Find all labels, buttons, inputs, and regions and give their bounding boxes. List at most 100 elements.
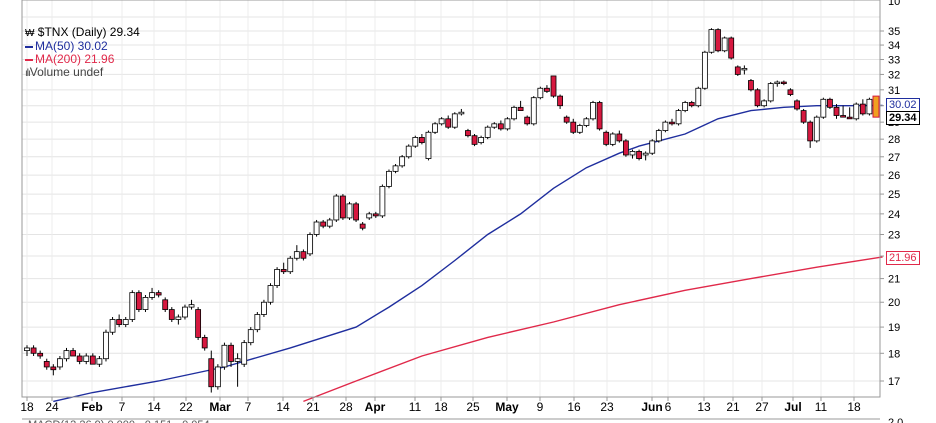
candle	[340, 194, 346, 220]
y-tick-label: 31	[888, 85, 900, 97]
candle	[820, 97, 827, 119]
candle	[576, 123, 583, 134]
x-axis: 18 24 Feb 7 14 22 Mar 7 14 21 28 Apr 11 18 25 May 9 16 23 J…	[20, 397, 861, 414]
candle	[537, 86, 544, 100]
candle-body	[701, 51, 708, 89]
candle	[37, 350, 44, 359]
candle-body	[721, 37, 728, 52]
candle-body	[116, 319, 123, 325]
candle-body	[142, 297, 149, 310]
candle-body	[853, 103, 860, 120]
candle-body	[741, 68, 748, 71]
candle-body	[359, 223, 366, 229]
candle-body	[175, 316, 182, 320]
candle	[629, 149, 636, 159]
candle	[524, 115, 531, 126]
candle-body	[570, 121, 577, 133]
candle-body	[497, 123, 504, 130]
x-tick-label: Feb	[81, 400, 102, 414]
candle-body	[366, 213, 373, 219]
candle	[129, 290, 136, 323]
candle	[544, 85, 550, 93]
candle	[655, 128, 662, 143]
legend-volume-label: Volume undef	[29, 65, 104, 79]
candle-body	[76, 355, 83, 362]
candle	[30, 345, 37, 356]
candle-body	[451, 113, 458, 128]
candle	[853, 102, 860, 121]
candle	[471, 133, 478, 147]
candle	[96, 355, 103, 367]
candle	[208, 350, 215, 393]
candle	[603, 130, 610, 147]
legend-entry-volume: ılıVolume undef	[25, 66, 140, 80]
candle-body	[478, 137, 485, 144]
candle	[504, 117, 511, 131]
y-tick-label: 32	[888, 69, 900, 81]
candle-body	[83, 355, 90, 362]
candle-body	[491, 123, 498, 128]
candle	[708, 28, 715, 54]
candle-body	[754, 89, 761, 107]
candle	[182, 304, 188, 320]
candle-body	[748, 80, 754, 91]
candle	[780, 80, 787, 86]
candle-body	[609, 133, 616, 145]
candle	[748, 78, 754, 92]
x-tick-label: 18	[847, 400, 861, 414]
candle	[162, 297, 169, 313]
candle	[557, 94, 563, 109]
candle-body	[530, 97, 537, 125]
candle-body	[636, 151, 642, 159]
candle	[701, 50, 708, 90]
y-tick-label: 34	[888, 40, 900, 52]
candle	[418, 133, 425, 145]
candle-body	[596, 102, 603, 130]
chart-title: $TNX (Daily) 29.34	[37, 25, 140, 39]
candle-body	[30, 347, 37, 354]
candle-body	[129, 292, 136, 320]
candle-body	[293, 251, 300, 259]
candle	[530, 96, 537, 126]
candle	[840, 105, 846, 118]
candle-body	[122, 319, 129, 325]
candle-body	[629, 151, 636, 156]
x-tick-label: 27	[755, 400, 769, 414]
candle	[609, 132, 616, 147]
candle-body	[511, 106, 517, 120]
candle	[333, 194, 340, 223]
y-tick-label: 35	[888, 26, 900, 38]
candle-body	[524, 116, 531, 125]
candle-body	[353, 203, 359, 221]
candle	[313, 219, 320, 237]
legend-entry-ma200: MA(200) 21.96	[25, 53, 140, 66]
candle	[135, 290, 142, 313]
candle	[261, 299, 267, 317]
candle-body	[616, 133, 623, 142]
candle	[287, 256, 294, 274]
candle	[688, 100, 695, 108]
candle	[774, 80, 781, 87]
x-tick-label: 7	[119, 400, 126, 414]
x-tick-label: 14	[147, 400, 161, 414]
candle-body	[89, 355, 96, 365]
candle-body	[162, 299, 169, 310]
candle	[550, 75, 557, 98]
candle	[346, 201, 353, 220]
candle-body	[675, 110, 682, 125]
candle-body	[840, 115, 846, 118]
candle	[142, 295, 149, 313]
x-tick-label: 21	[726, 400, 740, 414]
candle-body	[642, 152, 649, 156]
candle-body	[438, 118, 445, 125]
candle	[438, 117, 445, 126]
candle	[83, 353, 90, 365]
y-tick-label: 17	[888, 376, 900, 388]
candle	[517, 100, 524, 111]
candle-body	[432, 123, 438, 133]
candle	[122, 316, 129, 328]
candle-body	[688, 102, 695, 107]
candle-body	[234, 358, 241, 362]
candle-body	[340, 195, 346, 219]
ma50-swatch-icon	[25, 45, 33, 48]
